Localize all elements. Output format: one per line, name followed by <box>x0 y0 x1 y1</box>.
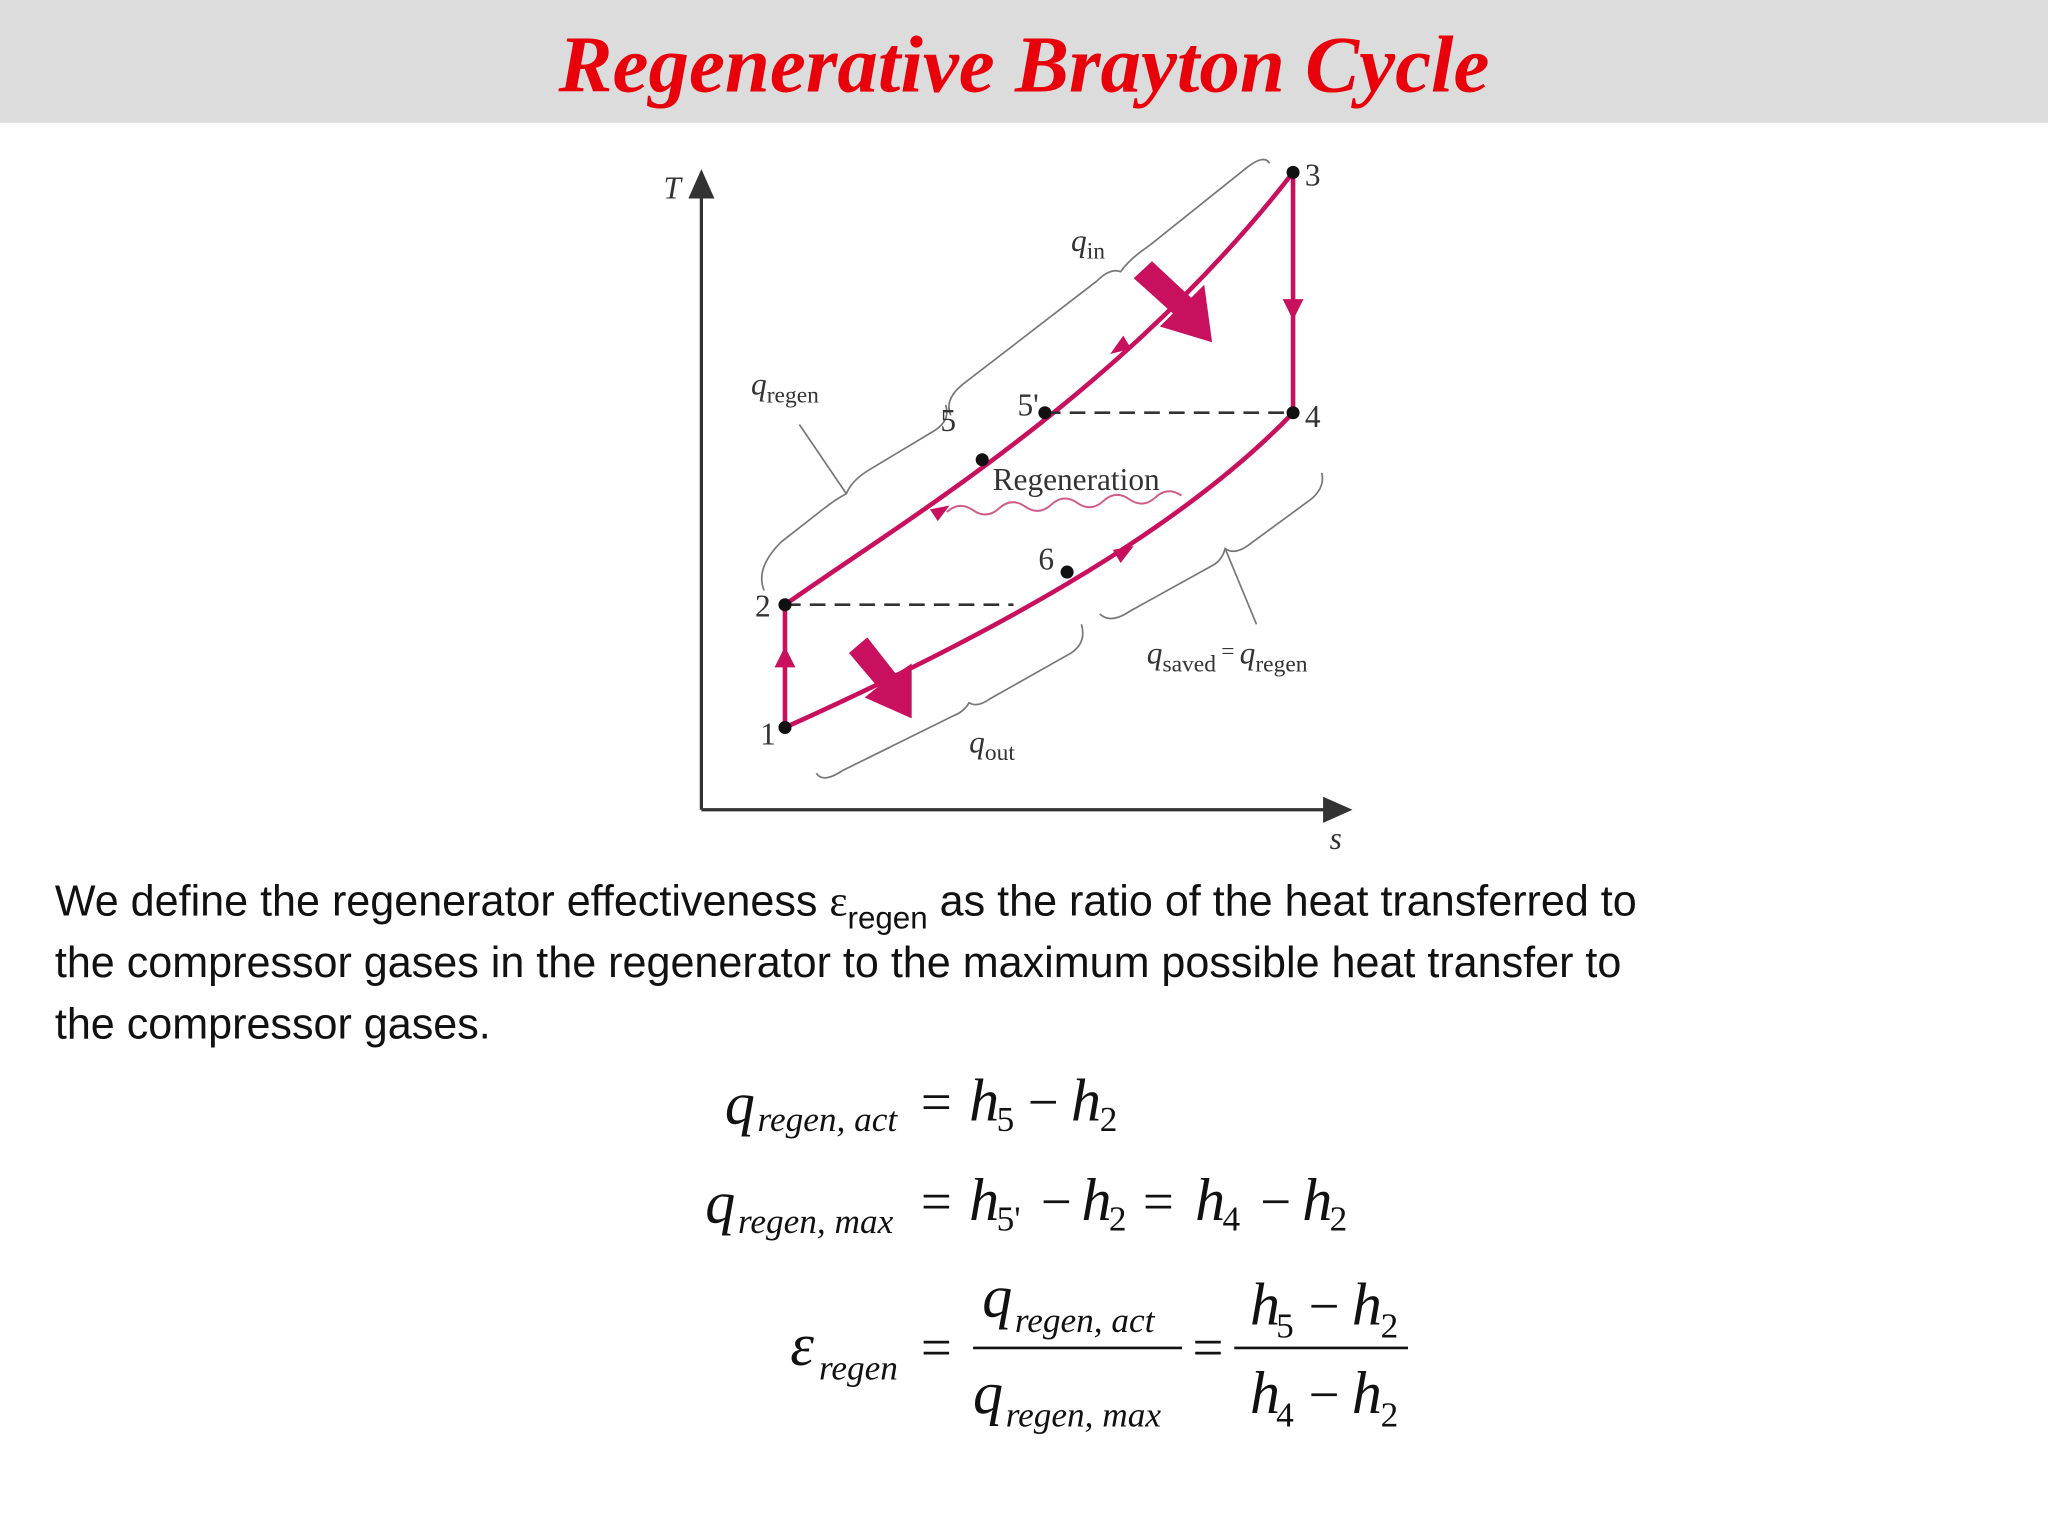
symbol: ε <box>829 879 847 926</box>
symbol: q <box>725 1069 755 1136</box>
state-points <box>778 165 1300 735</box>
symbol: q <box>982 1263 1012 1330</box>
flow-arrows <box>774 261 1304 719</box>
operator: − <box>1028 1072 1059 1133</box>
symbol: q <box>1240 636 1256 671</box>
operator: = <box>921 1171 952 1232</box>
symbol: h <box>1195 1166 1225 1233</box>
subscript: 5' <box>997 1199 1021 1238</box>
subscript: out <box>985 740 1016 766</box>
ts-diagram: T s <box>664 157 1353 856</box>
equals: = <box>1221 638 1234 664</box>
operator: = <box>921 1317 952 1378</box>
subscript: regen <box>819 1348 898 1387</box>
subscript: 4 <box>1276 1395 1294 1434</box>
axis-label: s <box>1330 821 1342 856</box>
body-line: the compressor gases. <box>55 1000 491 1048</box>
regeneration-wave <box>946 490 1183 516</box>
body-line: the compressor gases in the regenerator … <box>55 939 1622 987</box>
axis-label: T <box>664 171 684 206</box>
subscript: regen <box>848 901 928 936</box>
text: We define the regenerator effectiveness <box>55 878 830 926</box>
symbol: h <box>1302 1166 1332 1233</box>
subscript: 5 <box>997 1100 1015 1139</box>
heat-label: qin <box>1071 223 1105 265</box>
symbol: h <box>1352 1359 1382 1426</box>
symbol: h <box>1081 1166 1111 1233</box>
symbol: ε <box>790 1311 814 1378</box>
operator: − <box>1041 1171 1072 1232</box>
point-label: 5' <box>1017 387 1038 422</box>
symbol: q <box>751 366 767 401</box>
equation: ε regen = q regen, act q regen, max = h … <box>790 1263 1408 1434</box>
symbol: q <box>969 724 985 759</box>
subscript: 2 <box>1381 1306 1399 1345</box>
point-label: 3 <box>1305 157 1321 192</box>
symbol: q <box>1071 223 1087 258</box>
symbol: q <box>705 1169 735 1236</box>
heat-label: qregen <box>751 366 819 408</box>
point-label: 5 <box>940 403 956 438</box>
symbol: h <box>1071 1067 1101 1134</box>
operator: = <box>921 1072 952 1133</box>
symbol: q <box>1147 636 1163 671</box>
symbol: q <box>973 1359 1003 1426</box>
text: as the ratio of the heat transferred to <box>928 878 1637 926</box>
subscript: regen, act <box>758 1100 899 1139</box>
operator: − <box>1309 1275 1340 1336</box>
equation: q regen, max = h 5' − h 2 = h 4 − h 2 <box>705 1166 1347 1241</box>
cycle <box>782 171 1296 730</box>
operator: = <box>1192 1317 1223 1378</box>
subscript: 2 <box>1381 1395 1399 1434</box>
symbol: h <box>1250 1359 1280 1426</box>
symbol: h <box>1250 1270 1280 1337</box>
heat-label: qout <box>969 724 1015 766</box>
operator: − <box>1309 1364 1340 1425</box>
subscript: 2 <box>1100 1100 1118 1139</box>
operator: = <box>1143 1171 1174 1232</box>
subscript: 2 <box>1330 1199 1348 1238</box>
subscript: regen <box>1255 651 1307 677</box>
point-label: 1 <box>760 716 776 751</box>
header-band <box>0 0 2048 123</box>
point-label: 2 <box>755 588 771 623</box>
symbol: h <box>1352 1270 1382 1337</box>
operator: − <box>1260 1171 1291 1232</box>
subscript: 2 <box>1109 1199 1127 1238</box>
subscript: in <box>1087 239 1106 265</box>
regeneration-label: Regeneration <box>993 462 1160 497</box>
subscript: regen, act <box>1015 1301 1156 1340</box>
subscript: regen <box>767 382 819 408</box>
equation: q regen, act = h 5 − h 2 <box>725 1067 1117 1139</box>
symbol: h <box>969 1067 999 1134</box>
subscript: regen, max <box>1006 1395 1162 1434</box>
body-line: We define the regenerator effectiveness … <box>55 878 1637 936</box>
dashed-lines <box>784 411 1294 607</box>
subscript: saved <box>1162 651 1216 677</box>
subscript: 5 <box>1276 1306 1294 1345</box>
heat-label: qsaved= qregen <box>1147 636 1308 678</box>
point-label: 4 <box>1305 399 1321 434</box>
point-label: 6 <box>1038 541 1054 576</box>
slide-title: Regenerative Brayton Cycle <box>558 19 1490 109</box>
braces <box>760 158 1324 779</box>
subscript: 4 <box>1223 1199 1241 1238</box>
subscript: regen, max <box>738 1202 894 1241</box>
symbol: h <box>969 1166 999 1233</box>
